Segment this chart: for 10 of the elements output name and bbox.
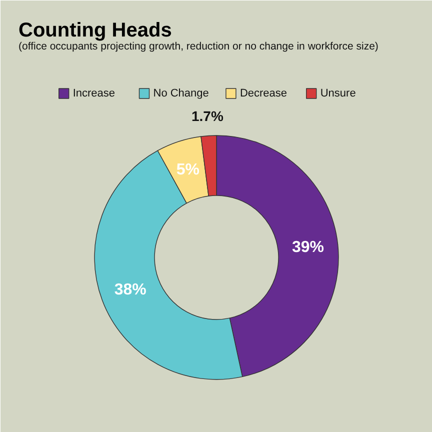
legend-label: Decrease: [240, 88, 288, 100]
legend-label: No Change: [153, 88, 209, 100]
chart-title: Counting Heads: [18, 20, 172, 42]
data-label: 38%: [114, 281, 146, 298]
data-label: 39%: [292, 239, 324, 256]
legend-label: Increase: [72, 88, 116, 100]
data-label: 1.7%: [191, 108, 224, 124]
chart-subtitle: (office occupants projecting growth, reduction or no change in workforce size): [18, 40, 378, 52]
data-label: 5%: [176, 162, 200, 179]
legend-label: Unsure: [320, 88, 356, 100]
